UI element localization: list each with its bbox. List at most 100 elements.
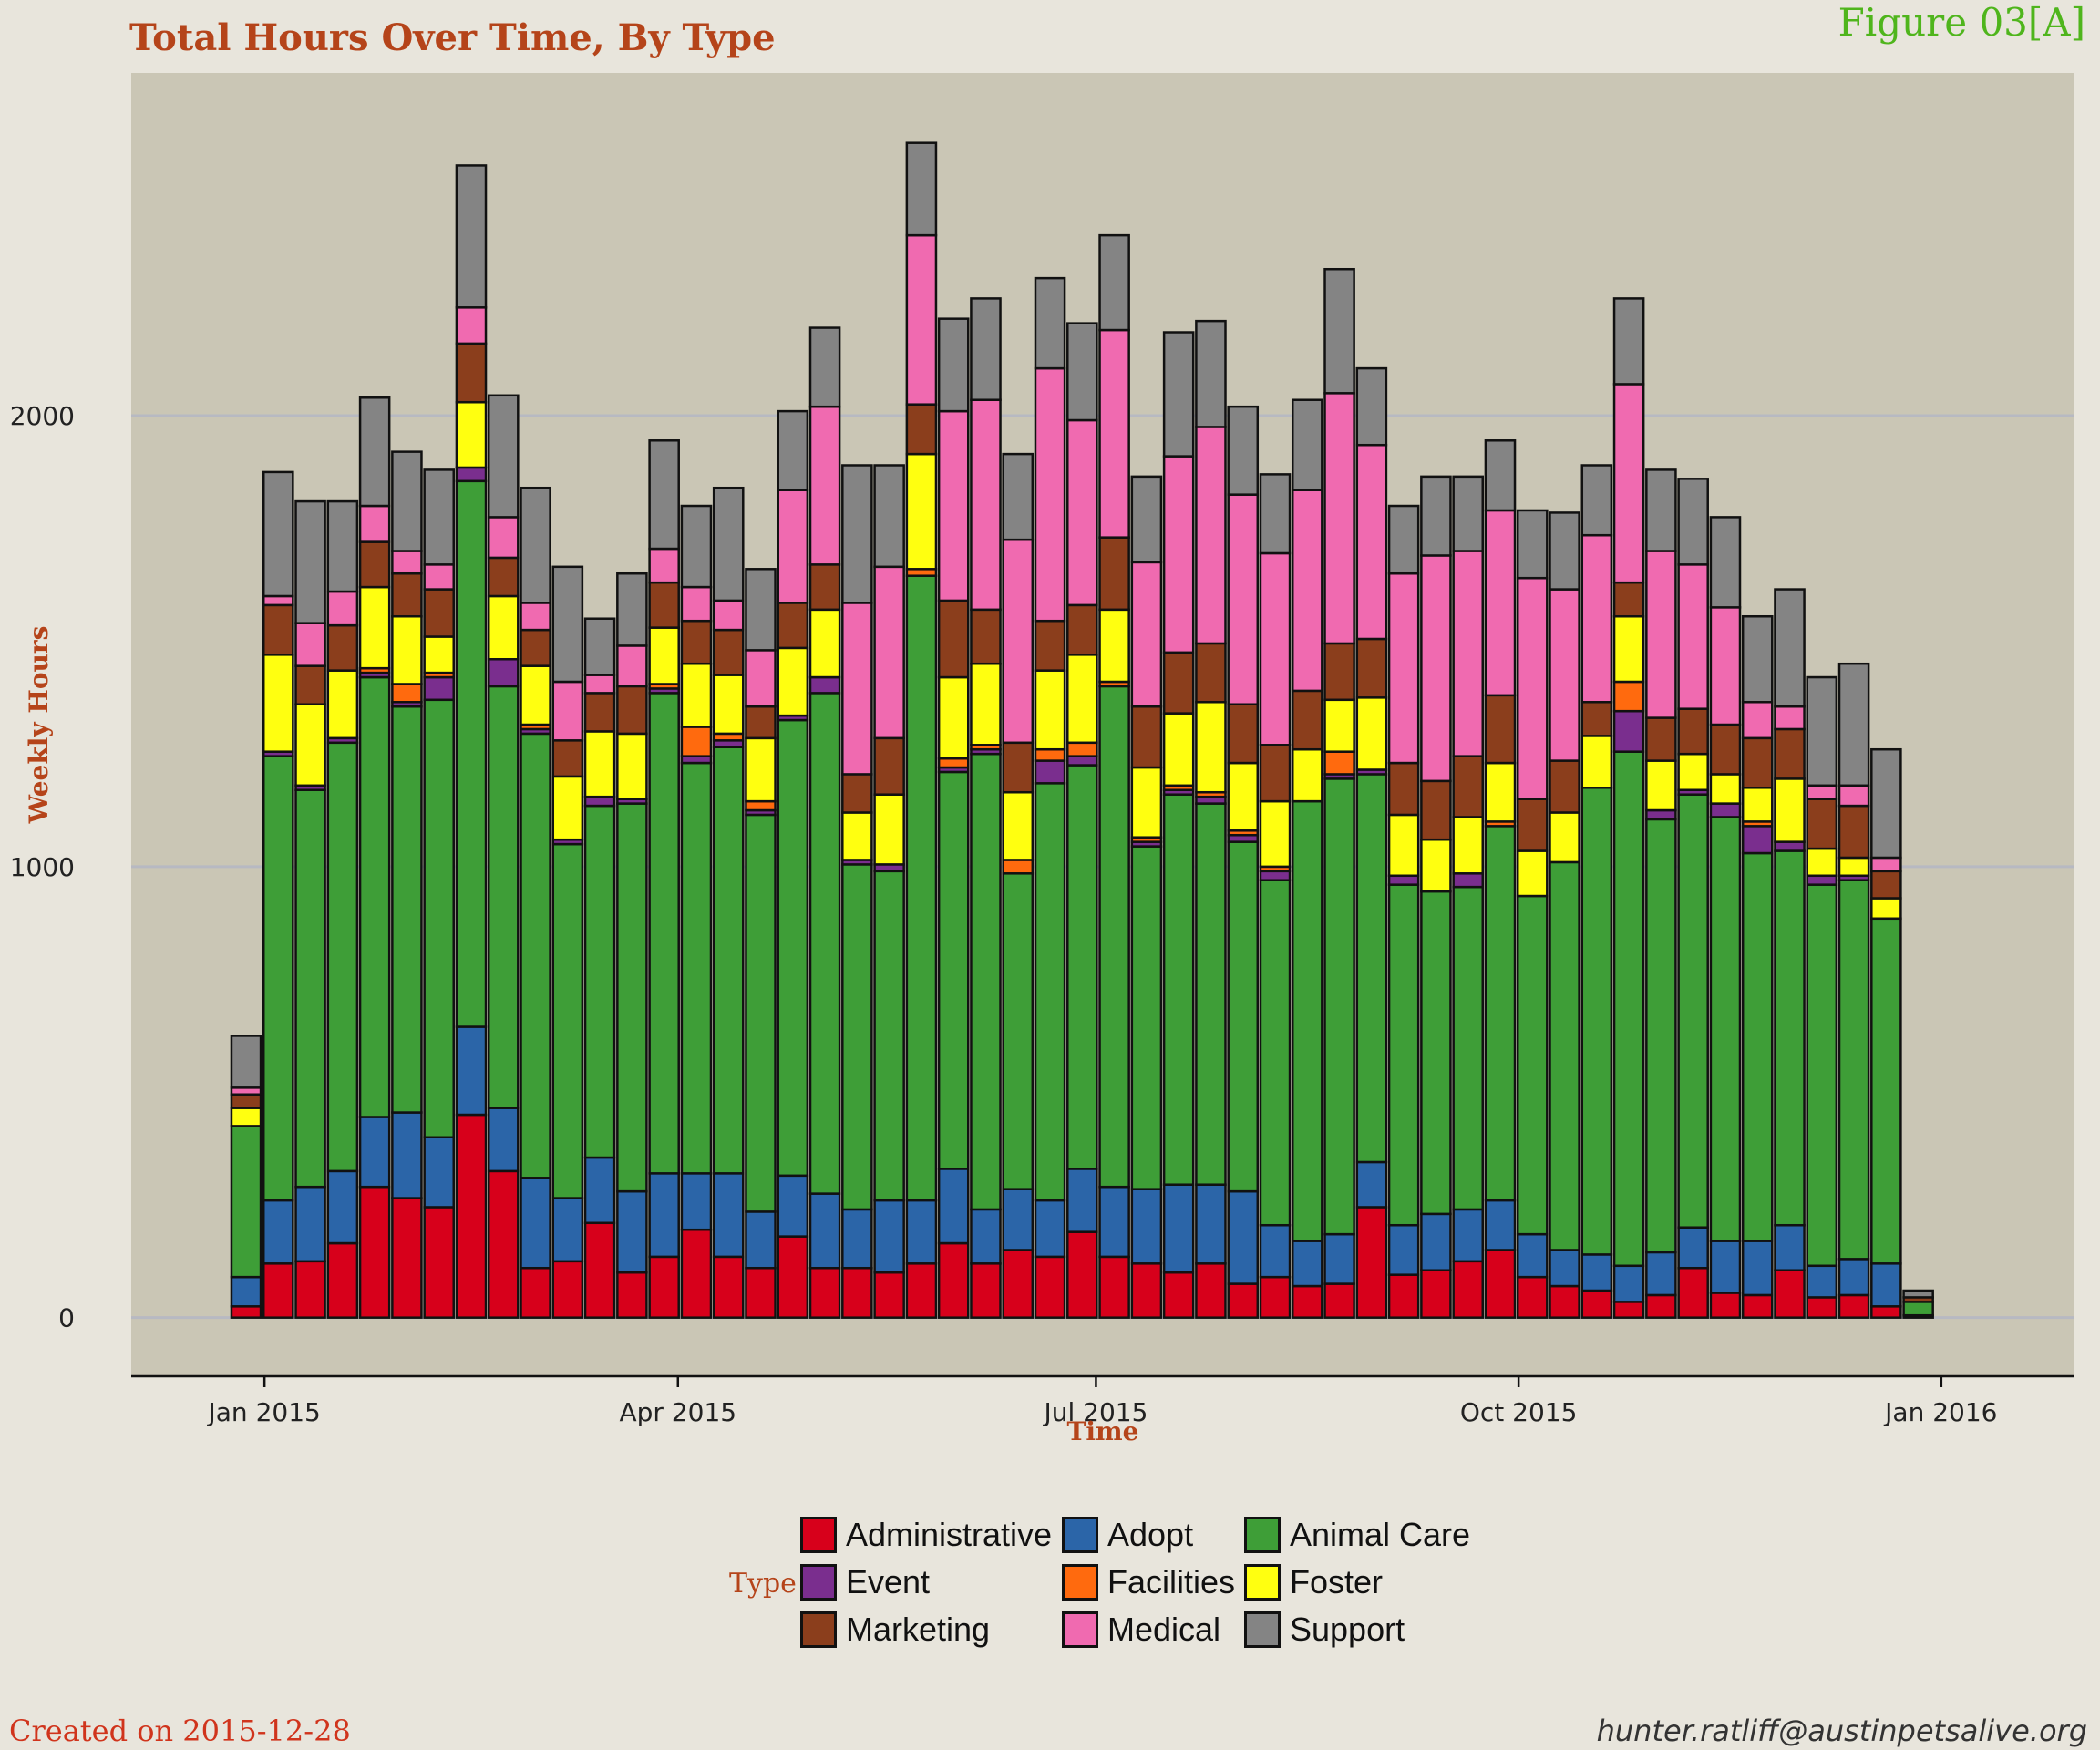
bar-segment-event xyxy=(1741,825,1774,855)
bar-segment-administrative xyxy=(583,1221,616,1319)
bar-segment-administrative xyxy=(1130,1262,1163,1319)
bar-segment-administrative xyxy=(648,1255,680,1319)
bar-segment-support xyxy=(1355,366,1388,447)
bar-segment-medical xyxy=(1838,784,1870,808)
bar-segment-marketing xyxy=(262,603,294,656)
bar-segment-adopt xyxy=(841,1208,873,1270)
bar-segment-support xyxy=(937,317,970,413)
bar-segment-medical xyxy=(1516,576,1549,800)
bar-segment-administrative xyxy=(1162,1271,1195,1319)
bar-segment-medical xyxy=(326,590,359,627)
bar-segment-foster xyxy=(1549,811,1580,864)
bar-segment-support xyxy=(423,468,455,566)
bar-segment-marketing xyxy=(1130,705,1163,769)
bar-segment-support xyxy=(455,164,488,309)
bar-segment-support xyxy=(1741,614,1774,704)
bar-segment-support xyxy=(1580,464,1613,537)
bar-segment-support xyxy=(1098,233,1130,332)
bar-segment-medical xyxy=(1549,588,1580,762)
bar-segment-medical xyxy=(1870,856,1902,873)
legend-item-facilities: Facilities xyxy=(1062,1563,1235,1601)
bar-segment-administrative xyxy=(1098,1255,1130,1319)
bar-segment-foster xyxy=(1259,799,1292,869)
bar-segment-administrative xyxy=(873,1271,905,1319)
bar-segment-medical xyxy=(905,233,938,406)
bar-segment-foster xyxy=(1195,701,1227,794)
bar-segment-administrative xyxy=(808,1266,841,1319)
bar-segment-medical xyxy=(487,516,520,560)
bar-segment-animal-care xyxy=(1291,799,1323,1242)
bar-segment-marketing xyxy=(1612,581,1645,618)
legend-swatch xyxy=(800,1611,837,1648)
bar-segment-marketing xyxy=(1677,707,1709,756)
bar-segment-medical xyxy=(1612,383,1645,584)
bar-segment-adopt xyxy=(1870,1262,1902,1308)
bar-segment-administrative xyxy=(1034,1255,1066,1319)
bar-segment-animal-care xyxy=(1902,1301,1934,1317)
bar-segment-adopt xyxy=(358,1116,391,1189)
bar-segment-facilities xyxy=(937,757,970,769)
bar-segment-adopt xyxy=(294,1185,326,1263)
axis-labels: 0 1000 2000 Jan 2015 Apr 2015 Jul 2015 Oct 201… xyxy=(10,401,1998,1427)
bar-segment-adopt xyxy=(1741,1240,1774,1297)
bar-segment-animal-care xyxy=(873,870,905,1202)
bar-segment-administrative xyxy=(262,1262,294,1319)
legend-swatch xyxy=(800,1564,837,1601)
bar-segment-administrative xyxy=(487,1169,520,1319)
bar-segment-foster xyxy=(1612,614,1645,684)
bar-segment-foster xyxy=(391,614,423,685)
legend-label: Medical xyxy=(1107,1611,1221,1648)
bar-segment-support xyxy=(358,396,391,508)
bar-segment-marketing xyxy=(1645,716,1677,762)
bar-segment-support xyxy=(905,141,938,237)
bar-segment-adopt xyxy=(551,1197,584,1263)
bar-segment-animal-care xyxy=(1549,860,1580,1251)
bar-segment-adopt xyxy=(1612,1264,1645,1303)
bar-segment-support xyxy=(1291,398,1323,491)
bar-segment-animal-care xyxy=(648,692,680,1175)
bar-segment-adopt xyxy=(808,1192,841,1270)
bar-segment-marketing xyxy=(1162,651,1195,715)
bar-segment-support xyxy=(1645,468,1677,552)
bar-segment-support xyxy=(1549,511,1580,591)
bar-segment-adopt xyxy=(423,1136,455,1209)
bar-segment-adopt xyxy=(326,1169,359,1245)
bar-segment-adopt xyxy=(1259,1223,1292,1279)
bar-segment-animal-care xyxy=(1870,917,1902,1265)
bar-segment-marketing xyxy=(1355,637,1388,699)
bar-segment-medical xyxy=(1002,538,1035,745)
bar-segment-adopt xyxy=(1195,1183,1227,1265)
bar-segment-foster xyxy=(551,775,584,841)
bar-segment-animal-care xyxy=(1516,894,1549,1236)
bar-segment-foster xyxy=(1066,654,1098,745)
bar-segment-adopt xyxy=(455,1025,488,1117)
bars xyxy=(230,141,1934,1319)
bar-segment-medical xyxy=(1645,550,1677,719)
bar-segment-administrative xyxy=(1612,1301,1645,1319)
bar-segment-administrative xyxy=(1355,1206,1388,1319)
bar-segment-animal-care xyxy=(1259,879,1292,1227)
bar-segment-medical xyxy=(1098,328,1130,539)
bar-segment-marketing xyxy=(841,773,873,814)
bar-segment-animal-care xyxy=(1355,773,1388,1164)
x-tick-label: Apr 2015 xyxy=(619,1397,736,1427)
bar-segment-support xyxy=(1034,276,1066,370)
bar-segment-adopt xyxy=(1645,1251,1677,1297)
bar-segment-marketing xyxy=(1549,759,1580,814)
bar-segment-adopt xyxy=(487,1107,520,1173)
bar-segment-facilities xyxy=(1034,747,1066,762)
chart-title: Total Hours Over Time, By Type xyxy=(129,16,776,59)
bar-segment-animal-care xyxy=(808,692,841,1195)
bar-segment-animal-care xyxy=(1677,793,1709,1229)
bar-segment-event xyxy=(1066,755,1098,767)
bar-segment-adopt xyxy=(1130,1188,1163,1265)
bar-segment-administrative xyxy=(294,1260,326,1319)
bar-segment-adopt xyxy=(583,1156,616,1225)
bar-segment-marketing xyxy=(520,628,551,667)
bar-segment-facilities xyxy=(680,726,713,757)
bar-segment-marketing xyxy=(1387,761,1420,817)
bar-segment-event xyxy=(808,675,841,695)
bar-segment-animal-care xyxy=(358,675,391,1118)
legend-label: Adopt xyxy=(1107,1516,1194,1553)
bar-segment-event xyxy=(1034,759,1066,785)
